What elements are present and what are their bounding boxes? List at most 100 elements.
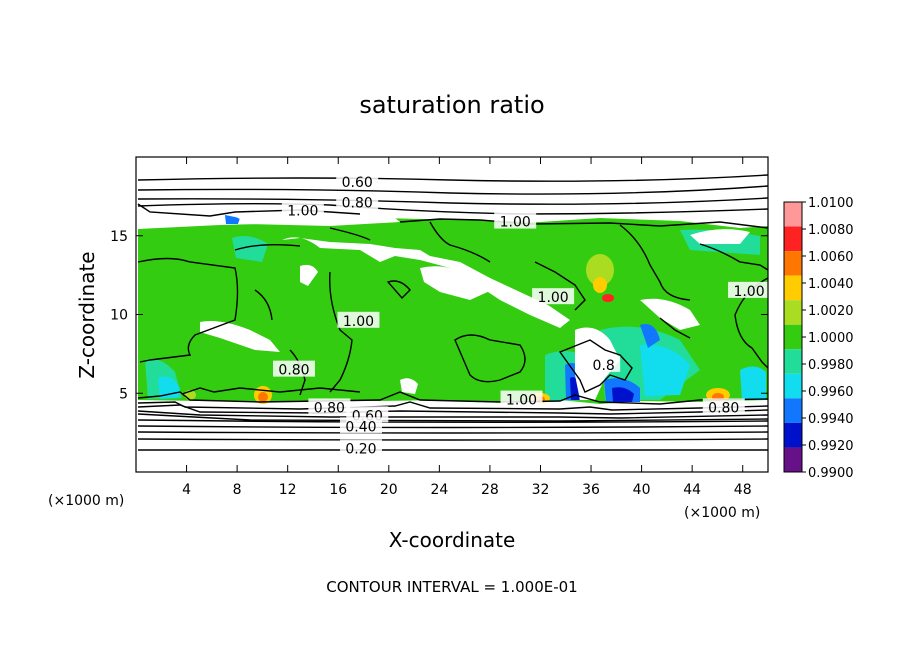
subsaturated-patch [232,236,268,262]
contour-line [429,221,491,263]
contour-line [137,431,769,434]
contour-label-bg [339,417,382,434]
y-tick-label: 10 [110,308,128,324]
colorbar-label: 1.0100 [808,196,854,211]
colorbar-swatch [784,422,802,448]
colorbar-swatch [784,349,802,374]
contour-line [137,410,769,419]
x-tick-label: 28 [481,482,499,498]
colorbar-label: 0.9920 [808,439,854,454]
contour-line [137,438,769,441]
contour-line [137,419,769,423]
subsaturated-patch [640,344,690,396]
contour-lines [137,174,769,452]
z-unit-label: (×1000 m) [48,493,124,509]
contour-label: 0.80 [278,363,309,379]
contour-line [137,257,239,363]
colorbar-swatch [784,275,802,301]
y-tick-label: 5 [119,386,128,402]
dry-pocket [612,387,634,402]
y-axis-label: Z-coordinate [75,251,99,378]
contour-label: 0.20 [345,441,376,457]
x-tick-label: 40 [633,482,651,498]
contour-label: 0.60 [342,175,373,191]
contour-label-bg [500,390,543,407]
x-tick-label: 8 [233,482,242,498]
blank-region [690,229,750,244]
contour-labels: 0.600.801.001.001.00 1.001.000.801.000.80… [273,173,771,457]
colorbar-label: 1.0000 [808,331,854,346]
supersaturated-spot [602,294,614,302]
blank-region [200,321,280,352]
blank-region [420,266,492,300]
chart-title: saturation ratio [359,91,544,119]
contour-line [386,280,411,300]
contour-line [137,197,769,205]
contour-label-bg [494,212,537,229]
colorbar-swatch [784,226,802,252]
contour-line [659,317,691,339]
contour-label-bg [337,311,380,328]
contour-line [137,391,769,405]
contour-label-bg [273,360,315,377]
dry-pocket [225,215,240,224]
contour-label: 0.80 [708,400,739,416]
contour-label: 0.40 [345,419,376,435]
plot-area: 0.600.801.001.001.00 1.001.000.801.000.80… [135,156,771,473]
contour-line [558,339,633,393]
colorbar-swatch [784,251,802,276]
colorbar-swatch [784,324,802,350]
blank-region [282,237,570,328]
contour-line [329,271,353,393]
colorbar-label: 1.0080 [808,223,854,238]
contour-line [699,243,769,271]
contour-interval-note: CONTOUR INTERVAL = 1.000E-01 [326,578,577,596]
x-tick-label: 44 [683,482,701,498]
contour-line [137,203,769,215]
colorbar-swatch [784,202,802,227]
contour-label: 0.80 [314,400,345,416]
contour-line [137,404,769,415]
x-axis-label: X-coordinate [389,528,516,552]
blank-region [400,378,418,394]
colorbar-label: 0.9900 [808,466,854,481]
x-tick-label: 16 [329,482,347,498]
contour-line [399,218,769,229]
x-tick-label: 12 [279,482,297,498]
x-axis: 4 8 12 16 20 24 28 32 36 40 44 48 [182,157,752,498]
contour-line [254,289,273,321]
contour-line [534,261,586,311]
contour-label: 1.00 [500,215,531,231]
contour-label-bg [339,439,382,456]
x-tick-label: 4 [182,482,191,498]
x-tick-label: 32 [532,482,550,498]
colorbar-label: 1.0060 [808,250,854,265]
supersaturated-spot [258,392,268,402]
contour-label: 0.8 [593,358,615,374]
contour-label: 1.00 [733,284,764,300]
subsaturated-patch [740,366,766,400]
x-unit-label: (×1000 m) [684,505,760,521]
contour-label-bg [702,398,745,415]
x-tick-label: 36 [582,482,600,498]
contour-line [137,185,769,195]
x-tick-label: 24 [430,482,448,498]
contour-line [329,227,371,241]
contour-line [454,334,526,383]
y-tick-label: 15 [110,229,128,245]
colorbar-swatch [784,398,802,423]
contour-label: 1.00 [287,204,318,220]
contour-line [619,224,691,301]
contour-line [181,387,361,395]
colorbar-label: 1.0020 [808,304,854,319]
dry-pocket [640,324,660,348]
x-tick-label: 48 [734,482,752,498]
colorbar-label: 0.9940 [808,412,854,427]
contour-label: 0.80 [342,196,373,212]
contour-label-bg [587,355,621,372]
colorbar: 1.0100 1.0080 1.0060 1.0040 1.0020 1.0000 0.99… [783,196,854,481]
contour-line [137,174,769,182]
colorbar-label: 0.9980 [808,358,854,373]
contour-label-bg [336,173,379,190]
